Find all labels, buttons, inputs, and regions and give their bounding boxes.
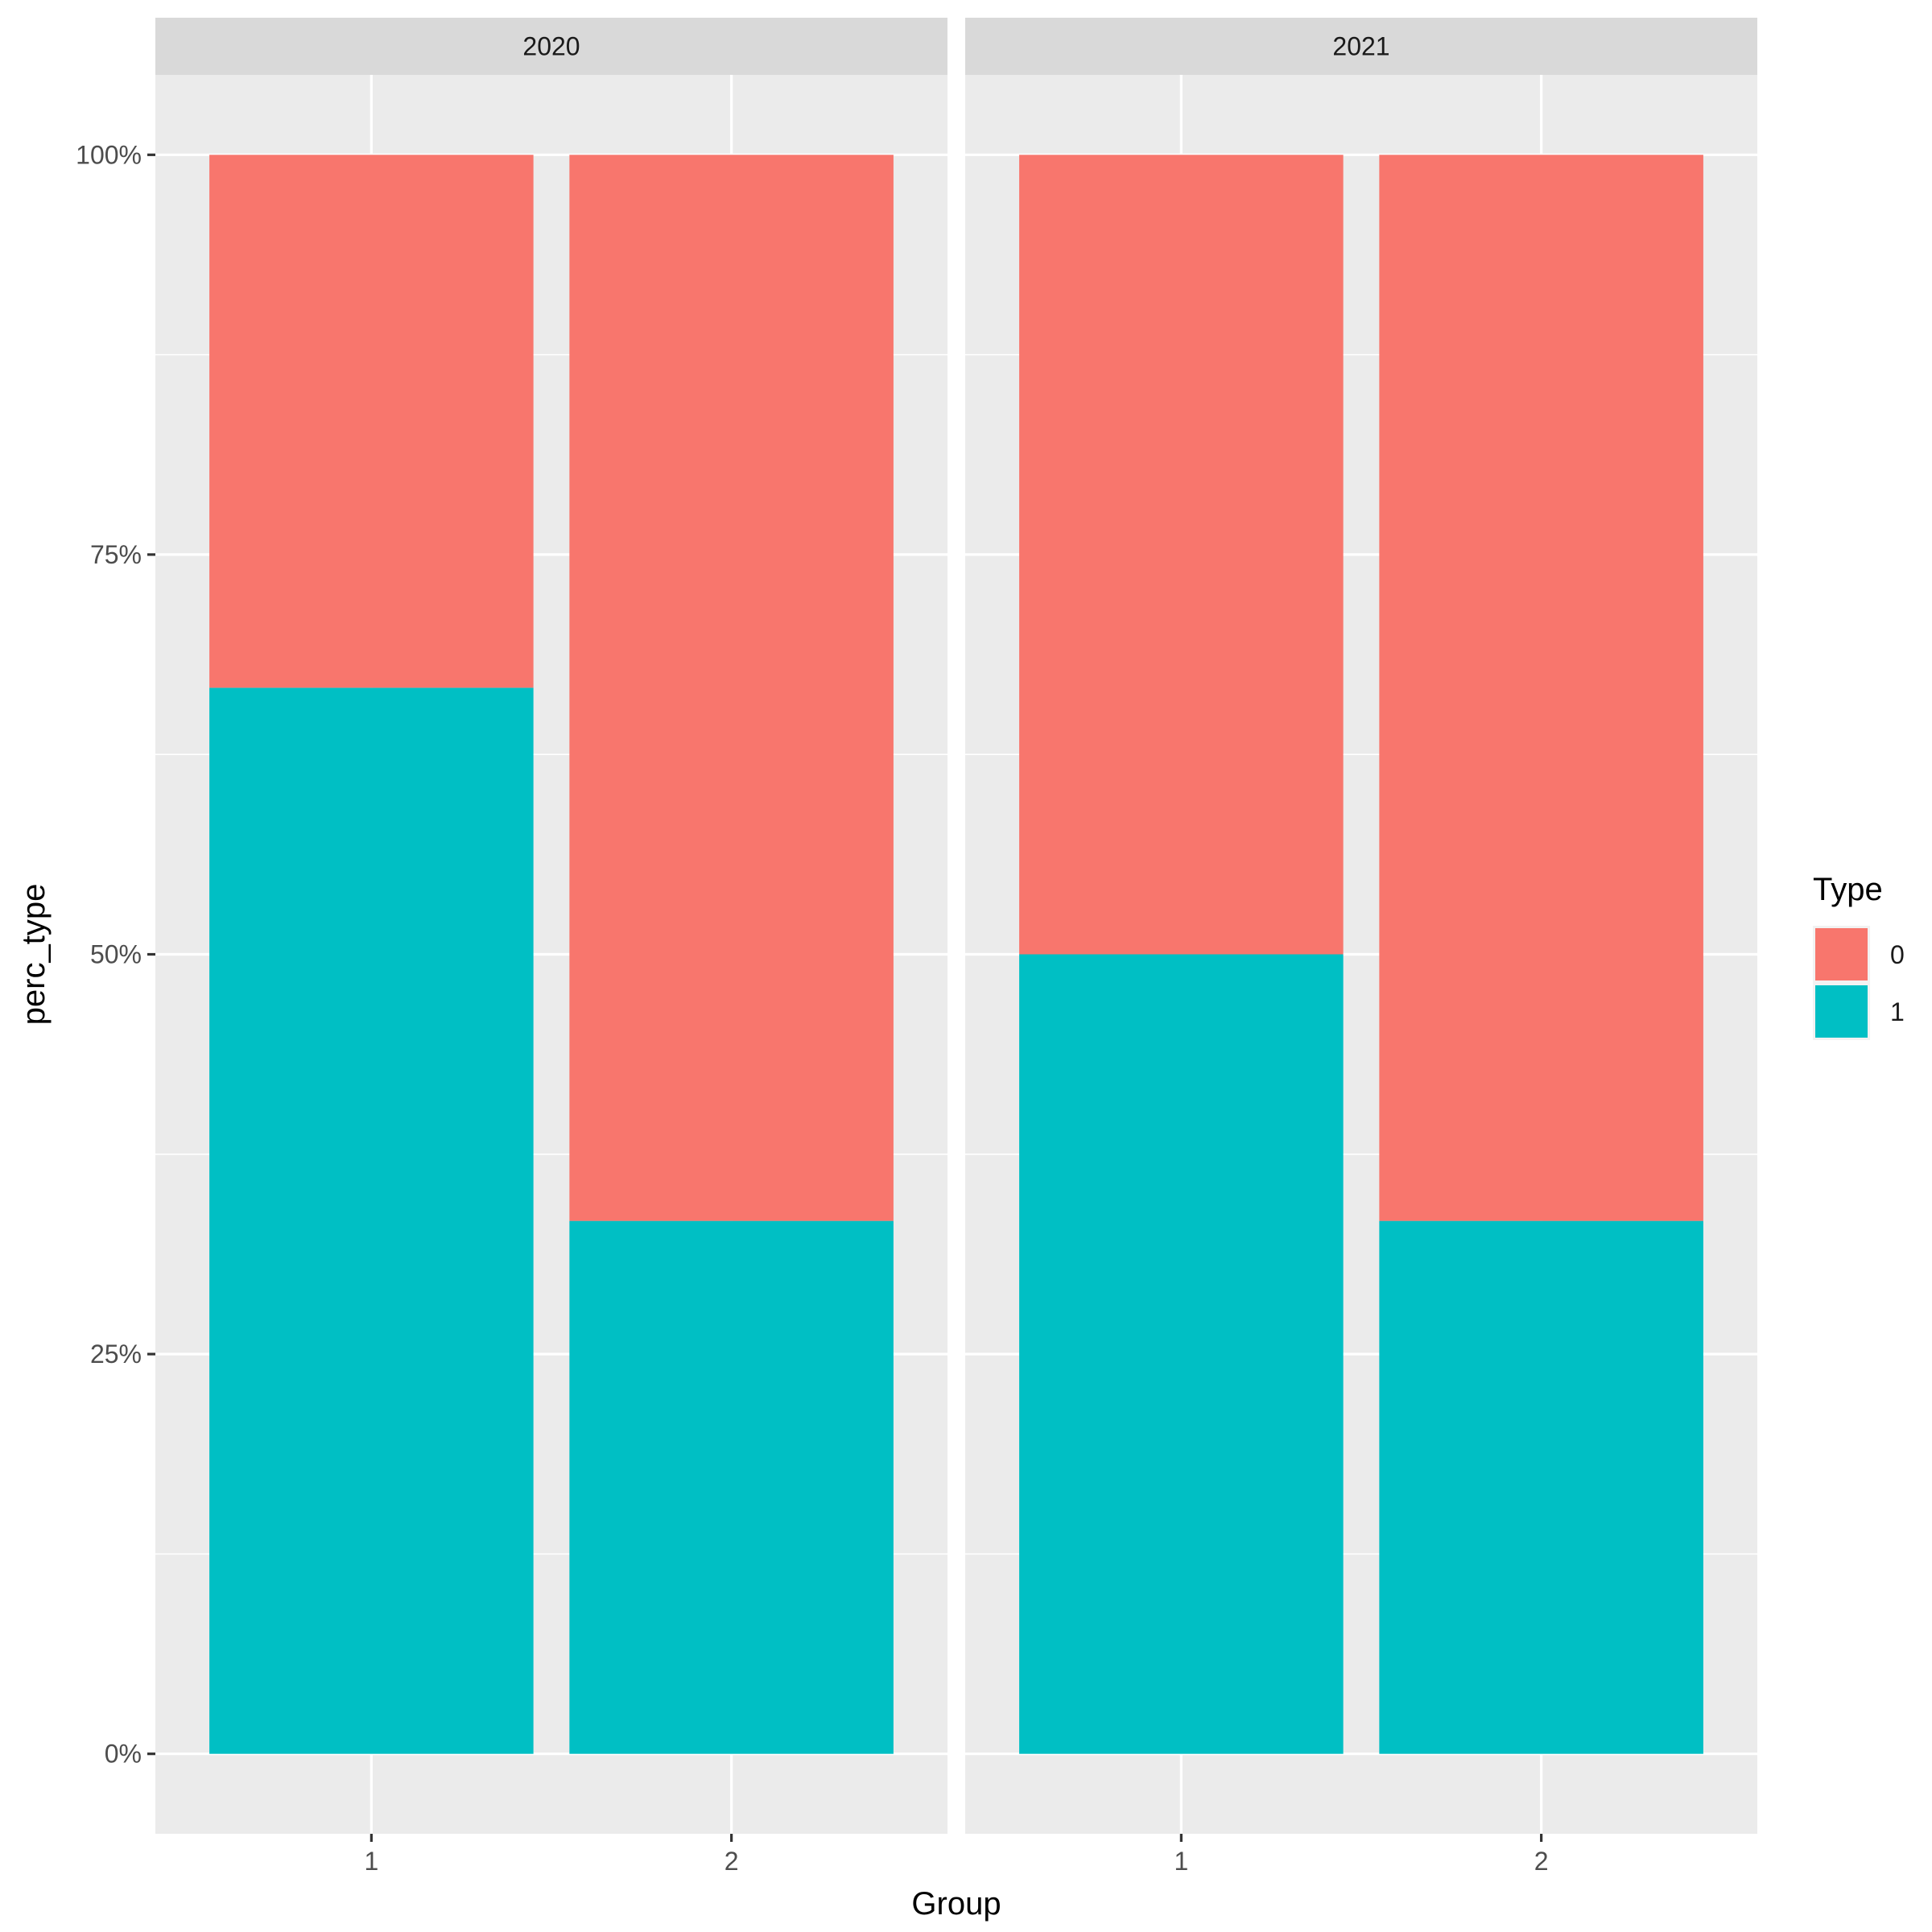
x-tick-label: 1 bbox=[1174, 1847, 1188, 1876]
legend-label: 1 bbox=[1890, 997, 1905, 1026]
y-tick-label: 75% bbox=[90, 540, 142, 569]
y-tick-label: 25% bbox=[90, 1340, 142, 1368]
bar-2020-group-1-type-0 bbox=[209, 155, 534, 688]
bar-2020-group-1-type-1 bbox=[209, 687, 534, 1754]
y-tick-label: 50% bbox=[90, 940, 142, 969]
x-tick-label: 2 bbox=[724, 1847, 739, 1876]
y-tick-label: 0% bbox=[105, 1740, 142, 1769]
y-tick-label: 100% bbox=[76, 140, 142, 169]
y-axis-title: perc_type bbox=[16, 884, 52, 1026]
bar-2021-group-1-type-0 bbox=[1019, 155, 1344, 955]
legend-swatch-type-1 bbox=[1815, 985, 1868, 1038]
facet-strip-label: 2020 bbox=[522, 32, 580, 61]
x-tick-label: 2 bbox=[1534, 1847, 1549, 1876]
bar-2020-group-2-type-0 bbox=[569, 155, 894, 1221]
facet-strip-2021 bbox=[965, 18, 1757, 75]
legend-swatch-type-0 bbox=[1815, 928, 1868, 980]
facet-strip-2020 bbox=[155, 18, 947, 75]
bar-2021-group-1-type-1 bbox=[1019, 954, 1344, 1754]
x-tick-label: 1 bbox=[364, 1847, 378, 1876]
legend-label: 0 bbox=[1890, 940, 1905, 969]
bar-2020-group-2-type-1 bbox=[569, 1220, 894, 1754]
legend-title: Type bbox=[1813, 872, 1883, 907]
x-axis-title: Group bbox=[911, 1886, 1001, 1922]
facet-strip-label: 2021 bbox=[1332, 32, 1389, 61]
bar-2021-group-2-type-1 bbox=[1379, 1220, 1703, 1754]
bar-2021-group-2-type-0 bbox=[1379, 155, 1703, 1221]
